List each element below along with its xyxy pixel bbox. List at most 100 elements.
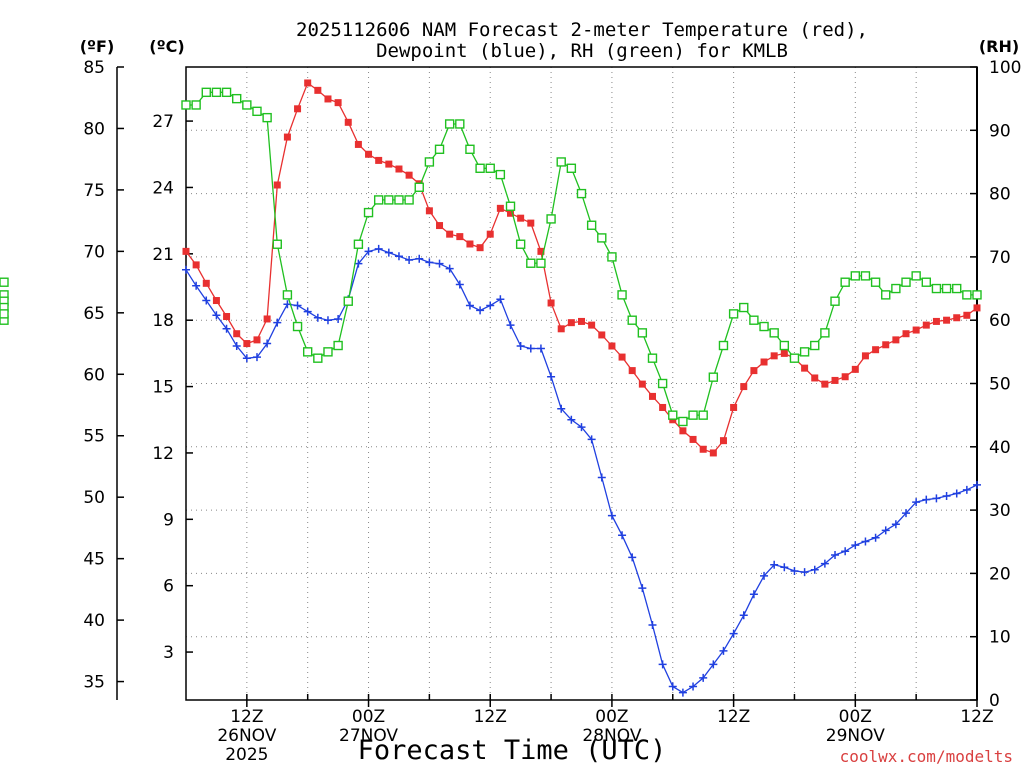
temperature-point — [598, 331, 606, 339]
temperature-point — [648, 392, 656, 400]
rh-point — [414, 182, 424, 192]
dewpoint-point — [242, 354, 251, 363]
rh-point — [830, 296, 840, 306]
rh-point — [221, 87, 232, 98]
rh-point — [708, 372, 719, 382]
dewpoint-point — [638, 584, 647, 593]
temperature-point — [324, 95, 332, 103]
series-rh — [0, 87, 982, 427]
rh-point — [515, 239, 526, 249]
dewpoint-point — [841, 547, 850, 556]
dewpoint-point — [912, 498, 921, 507]
rh-point — [779, 340, 790, 351]
rh-point — [931, 283, 942, 294]
dewpoint-point — [678, 688, 687, 697]
rh-point — [373, 195, 384, 205]
rh-tick-label: 50 — [989, 375, 1011, 395]
dewpoint-point — [719, 646, 728, 655]
dewpoint-point — [790, 566, 799, 575]
dewpoint-point — [313, 313, 322, 322]
rh-point — [850, 271, 861, 281]
temperature-point — [922, 321, 930, 329]
chart-title-line-1: 2025112606 NAM Forecast 2-meter Temperat… — [296, 19, 868, 41]
temperature-point — [953, 314, 961, 322]
rh-point — [891, 283, 901, 294]
temperature-point — [365, 150, 373, 158]
dewpoint-point — [770, 560, 779, 569]
temperature-point — [334, 99, 342, 107]
rh-point — [911, 271, 921, 281]
temperature-point — [902, 330, 910, 338]
rh-point — [759, 321, 769, 332]
rh-point — [799, 347, 810, 357]
temperature-point — [436, 222, 444, 230]
rh-point — [526, 258, 536, 268]
celsius-tick-label: 15 — [152, 378, 174, 398]
temperature-point — [567, 319, 575, 327]
temperature-point — [263, 315, 271, 323]
rh-point — [921, 277, 931, 287]
celsius-tick-label: 24 — [152, 178, 174, 198]
fahrenheit-tick-label: 55 — [83, 427, 105, 447]
temperature-point — [243, 340, 251, 348]
rh-point — [232, 93, 242, 104]
dewpoint-point — [496, 295, 505, 304]
temperature-point — [659, 403, 667, 411]
rh-point — [191, 100, 201, 110]
temperature-point — [456, 233, 464, 241]
dewpoint-point — [668, 682, 677, 691]
temperature-point — [709, 449, 717, 457]
rh-point — [769, 328, 779, 338]
fahrenheit-tick-label: 75 — [83, 181, 105, 201]
dewpoint-point — [486, 301, 495, 310]
dewpoint-point — [618, 531, 627, 540]
temperature-point — [425, 207, 433, 215]
rh-point — [546, 214, 556, 224]
temperature-point — [801, 364, 809, 372]
rh-tick-label: 10 — [989, 628, 1011, 648]
rh-tick-label: 0 — [989, 691, 1000, 711]
rh-tick-label: 90 — [989, 121, 1011, 141]
temperature-point — [638, 380, 646, 388]
temperature-point — [831, 376, 839, 384]
dewpoint-point — [973, 480, 981, 489]
rh-point — [0, 309, 9, 319]
rh-point — [495, 169, 506, 180]
x-tick-label: 28NOV — [582, 726, 641, 746]
dewpoint-point — [506, 321, 515, 330]
fahrenheit-tick-label: 50 — [83, 488, 105, 508]
temperature-point — [496, 204, 504, 212]
rh-point — [952, 283, 962, 294]
rh-point — [810, 340, 820, 351]
x-tick-label: 26NOV — [217, 726, 276, 746]
temperature-point — [821, 380, 829, 388]
temperature-point — [679, 427, 687, 435]
dewpoint-line — [185, 248, 978, 694]
rh-point — [668, 410, 678, 420]
dewpoint-point — [425, 258, 434, 267]
dewpoint-point — [861, 537, 870, 546]
dewpoint-point — [384, 248, 393, 257]
rh-point — [860, 271, 871, 281]
dewpoint-point — [252, 353, 261, 362]
series-dewpoint — [182, 245, 981, 697]
rh-point — [262, 112, 272, 123]
dewpoint-point — [334, 314, 343, 323]
temperature-line — [185, 81, 978, 454]
rh-point — [485, 163, 495, 173]
dewpoint-point — [607, 511, 616, 520]
dewpoint-point — [577, 423, 586, 432]
dewpoint-point — [658, 660, 667, 669]
rh-point — [242, 100, 252, 110]
fahrenheit-tick-label: 85 — [83, 58, 105, 78]
temperature-point — [699, 445, 707, 453]
temperature-point — [963, 311, 971, 319]
rh-point — [282, 290, 293, 300]
celsius-tick-label: 21 — [152, 245, 174, 265]
dewpoint-point — [526, 344, 535, 353]
rh-point — [789, 353, 800, 363]
dewpoint-point — [567, 415, 576, 424]
dewpoint-point — [962, 485, 971, 494]
dewpoint-point — [902, 509, 911, 518]
rh-point — [292, 321, 303, 332]
